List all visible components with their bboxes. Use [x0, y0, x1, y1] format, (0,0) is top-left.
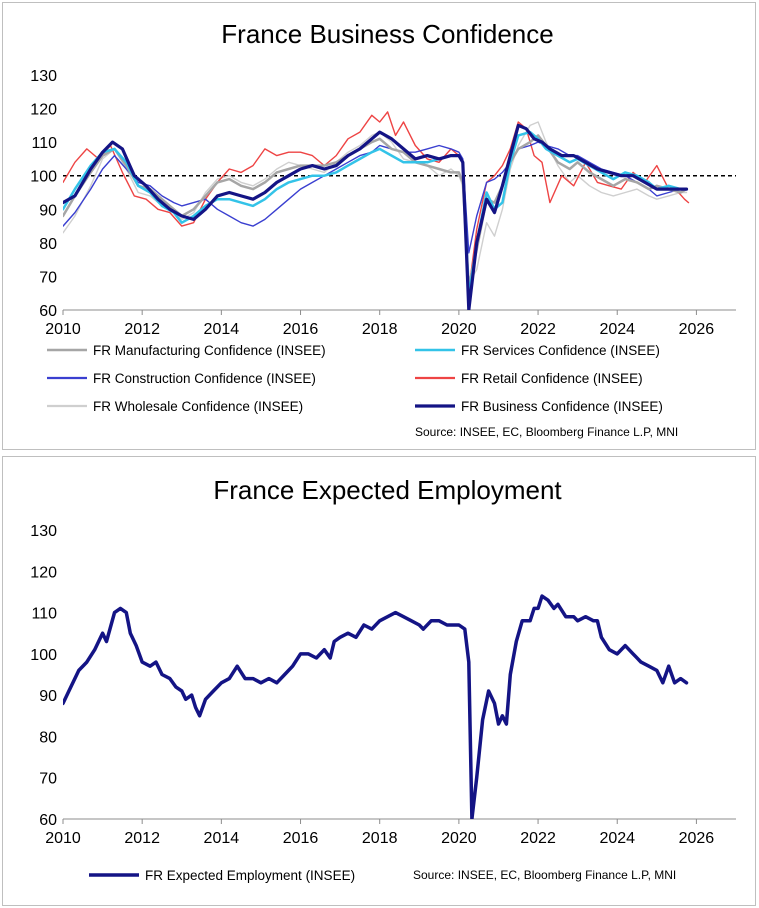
x-tick-label: 2018 [362, 830, 398, 847]
legend-label-services: FR Services Confidence (INSEE) [461, 343, 660, 358]
y-tick-label: 110 [31, 606, 57, 623]
y-tick-label: 80 [39, 236, 57, 253]
x-tick-label: 2010 [45, 321, 81, 338]
business-confidence-panel: France Business Confidence 60 70 80 90 100 110… [2, 2, 756, 450]
y-tick-label: 70 [39, 269, 57, 286]
x-tick-label: 2020 [441, 321, 477, 338]
chart-title: France Expected Employment [213, 475, 562, 505]
y-tick-label: 100 [30, 647, 57, 664]
x-tick-label: 2024 [599, 321, 635, 338]
x-tick-label: 2012 [124, 321, 160, 338]
series-line-business [63, 123, 689, 310]
y-tick-label: 60 [39, 303, 57, 320]
y-tick-label: 70 [39, 771, 57, 788]
series-line-employment [63, 594, 689, 819]
source-note: Source: INSEE, EC, Bloomberg Finance L.P… [415, 425, 678, 439]
legend-label-construction: FR Construction Confidence (INSEE) [93, 371, 316, 386]
y-tick-label: 130 [30, 523, 57, 540]
legend-label-business: FR Business Confidence (INSEE) [461, 399, 663, 414]
x-tick-label: 2026 [679, 830, 715, 847]
y-tick-label: 100 [30, 169, 57, 186]
legend-label-employment: FR Expected Employment (INSEE) [145, 868, 355, 883]
x-tick-label: 2012 [124, 830, 160, 847]
business-confidence-chart: France Business Confidence 60 70 80 90 100 110… [30, 19, 736, 439]
series-line-services [63, 130, 688, 298]
x-tick-label: 2014 [204, 321, 240, 338]
x-tick-label: 2010 [45, 830, 81, 847]
chart-title: France Business Confidence [221, 19, 553, 49]
y-tick-label: 120 [30, 564, 57, 581]
x-tick-label: 2022 [520, 321, 556, 338]
x-tick-label: 2020 [441, 830, 477, 847]
y-tick-label: 80 [39, 729, 57, 746]
y-tick-label: 90 [39, 202, 57, 219]
y-tick-label: 130 [30, 68, 57, 85]
legend-label-wholesale: FR Wholesale Confidence (INSEE) [93, 399, 303, 414]
y-tick-label: 90 [39, 688, 57, 705]
x-tick-label: 2022 [520, 830, 556, 847]
series-line-manufacturing [63, 134, 688, 288]
legend-label-manufacturing: FR Manufacturing Confidence (INSEE) [93, 343, 326, 358]
x-tick-label: 2014 [204, 830, 240, 847]
source-note: Source: INSEE, EC, Bloomberg Finance L.P… [413, 868, 676, 882]
x-tick-label: 2026 [679, 321, 715, 338]
legend-label-retail: FR Retail Confidence (INSEE) [461, 371, 643, 386]
x-tick-label: 2018 [362, 321, 398, 338]
expected-employment-chart: France Expected Employment 60 70 80 90 100 110… [30, 475, 736, 883]
y-tick-label: 60 [39, 812, 57, 829]
x-tick-label: 2024 [599, 830, 635, 847]
y-tick-label: 110 [31, 135, 57, 152]
expected-employment-panel: France Expected Employment 60 70 80 90 100 110… [2, 456, 756, 906]
y-tick-label: 120 [30, 102, 57, 119]
x-tick-label: 2016 [283, 321, 319, 338]
x-tick-label: 2016 [283, 830, 319, 847]
series-line-wholesale [63, 121, 688, 284]
